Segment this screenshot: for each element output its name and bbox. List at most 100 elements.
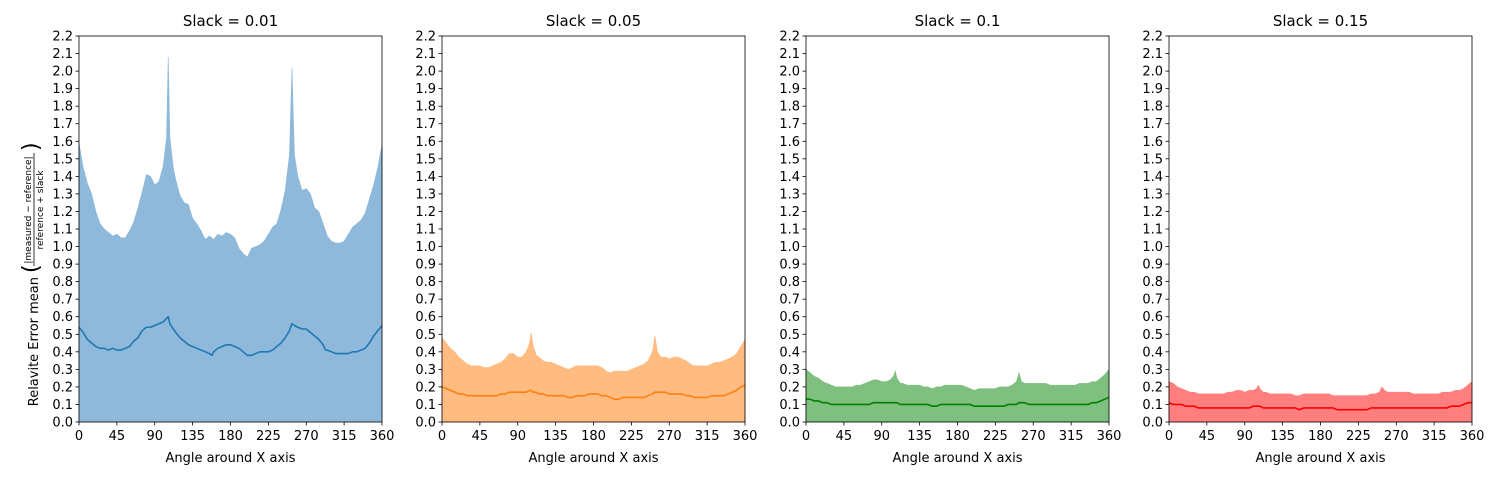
y-tick-label: 2.0 (779, 65, 800, 80)
x-tick-label: 180 (218, 429, 243, 444)
chart-title: Slack = 0.1 (915, 12, 1001, 30)
x-tick-label: 135 (1270, 429, 1295, 444)
x-tick-label: 360 (1460, 429, 1485, 444)
x-tick-label: 90 (1236, 429, 1253, 444)
y-tick-label: 0.4 (415, 345, 436, 360)
y-tick-label: 1.3 (415, 187, 436, 202)
y-tick-label: 0.2 (52, 380, 73, 395)
y-tick-label: 2.1 (52, 47, 73, 62)
x-tick-label: 270 (657, 429, 682, 444)
y-tick-label: 0.3 (1142, 363, 1163, 378)
y-tick-label: 0.4 (52, 345, 73, 360)
y-tick-label: 0.6 (415, 310, 436, 325)
x-tick-label: 315 (1059, 429, 1084, 444)
y-tick-label: 1.8 (415, 100, 436, 115)
plot-frame (441, 35, 746, 423)
x-tick-label: 45 (1199, 429, 1216, 444)
y-tick-label: 2.2 (779, 30, 800, 45)
x-tick-label: 135 (907, 429, 932, 444)
x-tick-label: 180 (945, 429, 970, 444)
y-tick-label: 0.6 (52, 310, 73, 325)
y-tick-label: 0.0 (415, 416, 436, 431)
y-axis-label: Relavite Error mean (27, 277, 42, 406)
y-tick-label: 1.2 (779, 205, 800, 220)
x-tick-label: 360 (1097, 429, 1122, 444)
y-tick-label: 1.2 (1142, 205, 1163, 220)
y-tick-label: 0.2 (415, 380, 436, 395)
y-tick-label: 1.2 (52, 205, 73, 220)
area-series (805, 368, 1110, 423)
y-tick-label: 1.7 (779, 117, 800, 132)
y-tick-label: 0.6 (779, 310, 800, 325)
y-tick-label: 2.0 (52, 65, 73, 80)
y-tick-label: 1.5 (1142, 152, 1163, 167)
y-tick-label: 1.8 (1142, 100, 1163, 115)
y-tick-label: 1.4 (415, 170, 436, 185)
y-tick-label: 1.9 (779, 82, 800, 97)
y-tick-label: 1.3 (779, 187, 800, 202)
y-tick-label: 1.6 (779, 135, 800, 150)
x-tick-label: 135 (180, 429, 205, 444)
x-tick-label: 360 (370, 429, 395, 444)
x-tick-label: 0 (802, 429, 810, 444)
y-tick-label: 2.2 (1142, 30, 1163, 45)
y-tick-label: 1.7 (1142, 117, 1163, 132)
y-tick-label: 2.1 (779, 47, 800, 62)
y-tick-label: 0.3 (415, 363, 436, 378)
y-tick-label: 0.8 (1142, 275, 1163, 290)
y-tick-label: 1.4 (1142, 170, 1163, 185)
y-tick-label: 0.0 (52, 416, 73, 431)
plot-frame (805, 35, 1110, 423)
y-tick-label: 0.1 (1142, 398, 1163, 413)
y-tick-label: 0.0 (1142, 416, 1163, 431)
y-tick-label: 1.5 (415, 152, 436, 167)
y-tick-label: 2.0 (415, 65, 436, 80)
x-tick-label: 270 (1384, 429, 1409, 444)
x-tick-label: 270 (294, 429, 319, 444)
y-tick-label: 1.3 (52, 187, 73, 202)
y-tick-label: 0.1 (779, 398, 800, 413)
area-series (441, 332, 746, 423)
chart-title: Slack = 0.05 (546, 12, 641, 30)
x-tick-label: 225 (1346, 429, 1371, 444)
y-tick-label: 0.7 (415, 293, 436, 308)
y-tick-label: 1.9 (52, 82, 73, 97)
y-tick-label: 0.9 (779, 258, 800, 273)
y-tick-label: 1.0 (1142, 240, 1163, 255)
x-tick-label: 315 (695, 429, 720, 444)
chart-panel-3: 0.0 0.1 0.2 0.3 0.4 0.5 0.6 0.7 0.8 0.9 1.0 1.1 1.2 1… (779, 12, 1121, 466)
y-tick-label: 0.3 (779, 363, 800, 378)
x-tick-label: 225 (619, 429, 644, 444)
x-tick-label: 315 (332, 429, 357, 444)
y-tick-label: 2.0 (1142, 65, 1163, 80)
y-tick-label: 0.8 (52, 275, 73, 290)
x-tick-label: 360 (733, 429, 758, 444)
y-tick-label: 1.4 (779, 170, 800, 185)
y-tick-label: 1.1 (1142, 223, 1163, 238)
y-tick-label: 1.1 (415, 223, 436, 238)
x-tick-label: 0 (75, 429, 83, 444)
x-tick-label: 90 (509, 429, 526, 444)
x-axis-label: Angle around X axis (528, 451, 658, 466)
y-tick-label: 0.8 (779, 275, 800, 290)
x-tick-label: 225 (983, 429, 1008, 444)
y-tick-label: 0.0 (779, 416, 800, 431)
y-tick-label: 0.3 (52, 363, 73, 378)
y-tick-label: 1.3 (1142, 187, 1163, 202)
y-tick-label: 1.8 (779, 100, 800, 115)
y-tick-label: 2.1 (1142, 47, 1163, 62)
y-tick-label: 0.4 (779, 345, 800, 360)
y-tick-label: 0.5 (415, 328, 436, 343)
y-tick-label: 0.1 (415, 398, 436, 413)
x-tick-label: 45 (836, 429, 853, 444)
y-tick-label: 0.4 (1142, 345, 1163, 360)
y-tick-label: 1.9 (415, 82, 436, 97)
y-axis-label-group: Relavite Error mean ( |measured − refere… (19, 142, 46, 406)
y-tick-label: 0.7 (1142, 293, 1163, 308)
x-tick-label: 45 (472, 429, 489, 444)
chart-panel-1: 0.0 0.1 0.2 0.3 0.4 0.5 0.6 0.7 0.8 0.9 1.0 1.1 1.2 1… (52, 12, 394, 466)
chart-title: Slack = 0.15 (1273, 12, 1368, 30)
x-axis-label: Angle around X axis (165, 451, 295, 466)
y-tick-label: 1.1 (52, 223, 73, 238)
x-tick-label: 90 (873, 429, 890, 444)
